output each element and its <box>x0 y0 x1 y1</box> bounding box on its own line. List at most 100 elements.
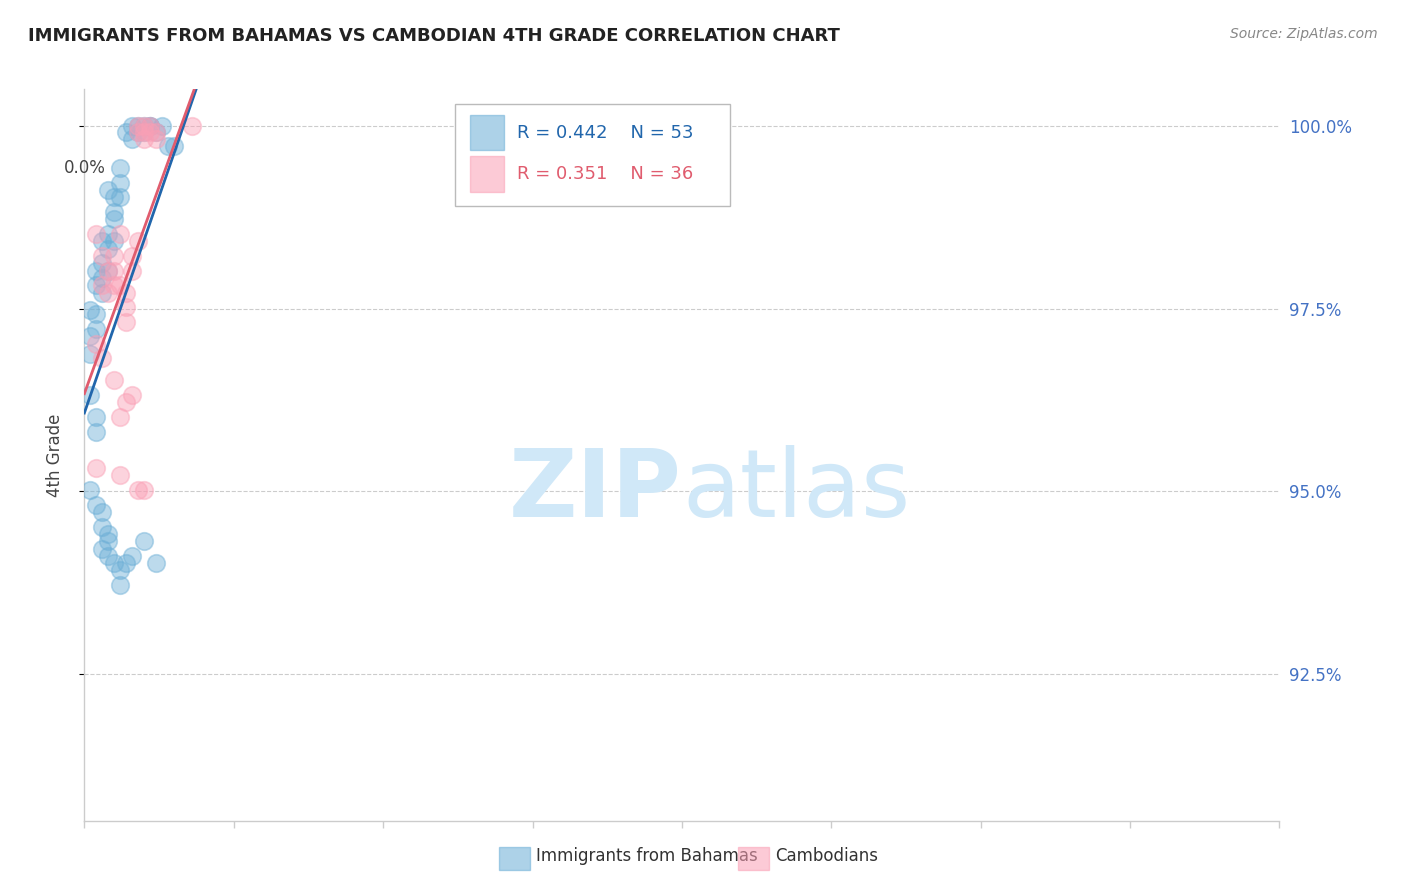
FancyBboxPatch shape <box>471 156 503 192</box>
Point <box>115 315 138 329</box>
Point <box>79 329 101 343</box>
Point <box>121 549 143 563</box>
Point <box>86 336 108 351</box>
Point <box>97 549 120 563</box>
Y-axis label: 4th Grade: 4th Grade <box>45 413 63 497</box>
Point <box>103 556 125 570</box>
FancyBboxPatch shape <box>471 115 503 150</box>
Point <box>132 534 156 549</box>
Point <box>110 564 132 578</box>
Point <box>139 119 162 133</box>
Point <box>97 227 120 241</box>
Point <box>150 119 173 133</box>
Point <box>79 483 101 497</box>
Point <box>79 303 101 318</box>
Text: Source: ZipAtlas.com: Source: ZipAtlas.com <box>1230 27 1378 41</box>
Point <box>145 132 167 146</box>
Point <box>79 347 101 361</box>
Point <box>97 263 120 277</box>
Point <box>115 125 138 139</box>
FancyBboxPatch shape <box>456 103 730 206</box>
Point <box>91 271 114 285</box>
Point <box>110 578 132 592</box>
Point <box>97 527 120 541</box>
Point <box>103 249 125 263</box>
Text: IMMIGRANTS FROM BAHAMAS VS CAMBODIAN 4TH GRADE CORRELATION CHART: IMMIGRANTS FROM BAHAMAS VS CAMBODIAN 4TH… <box>28 27 839 45</box>
Point <box>86 308 108 322</box>
Point <box>121 263 143 277</box>
Point <box>86 409 108 424</box>
Point <box>97 263 120 277</box>
Point <box>132 132 156 146</box>
Point <box>115 285 138 300</box>
Point <box>103 278 125 293</box>
Point <box>110 176 132 190</box>
Point <box>103 190 125 204</box>
Point <box>110 190 132 204</box>
Point <box>97 285 120 300</box>
Point <box>132 119 156 133</box>
Text: R = 0.442    N = 53: R = 0.442 N = 53 <box>517 124 693 142</box>
Point <box>127 125 149 139</box>
Point <box>91 541 114 556</box>
Point <box>121 132 143 146</box>
Point <box>132 483 156 497</box>
Point <box>180 119 204 133</box>
Point <box>163 139 186 153</box>
Point <box>91 278 114 293</box>
Point <box>79 388 101 402</box>
Point <box>115 300 138 314</box>
Point <box>145 125 167 139</box>
Point <box>132 125 156 139</box>
Point <box>115 395 138 409</box>
Point <box>97 183 120 197</box>
Point <box>86 498 108 512</box>
Point <box>110 161 132 176</box>
Point <box>103 212 125 227</box>
Text: Cambodians: Cambodians <box>775 847 877 865</box>
Point <box>127 235 149 249</box>
Point <box>86 322 108 336</box>
Point <box>132 125 156 139</box>
Point <box>86 278 108 293</box>
Point <box>97 534 120 549</box>
Point <box>110 409 132 424</box>
Point <box>145 556 167 570</box>
Text: atlas: atlas <box>682 445 910 538</box>
Point <box>86 425 108 439</box>
Point <box>103 235 125 249</box>
Point <box>91 285 114 300</box>
Text: R = 0.351    N = 36: R = 0.351 N = 36 <box>517 164 693 183</box>
Point <box>121 388 143 402</box>
Point <box>127 119 149 133</box>
Text: 0.0%: 0.0% <box>63 159 105 177</box>
Point <box>132 119 156 133</box>
Point <box>91 505 114 519</box>
Point <box>110 468 132 483</box>
Point <box>139 119 162 133</box>
Point <box>86 227 108 241</box>
Point <box>127 483 149 497</box>
Point <box>103 373 125 387</box>
Point <box>115 556 138 570</box>
Point <box>91 249 114 263</box>
Point <box>86 461 108 475</box>
Text: Immigrants from Bahamas: Immigrants from Bahamas <box>536 847 758 865</box>
Point <box>91 351 114 366</box>
Point <box>86 263 108 277</box>
Point <box>139 119 162 133</box>
Point <box>110 278 132 293</box>
Point <box>121 249 143 263</box>
Point <box>91 519 114 533</box>
Point <box>127 119 149 133</box>
Text: ZIP: ZIP <box>509 445 682 538</box>
Point <box>97 242 120 256</box>
Point <box>127 125 149 139</box>
Point <box>139 125 162 139</box>
Point <box>110 227 132 241</box>
Point <box>145 125 167 139</box>
Point <box>121 119 143 133</box>
Point <box>91 235 114 249</box>
Point <box>91 256 114 270</box>
Point <box>103 205 125 219</box>
